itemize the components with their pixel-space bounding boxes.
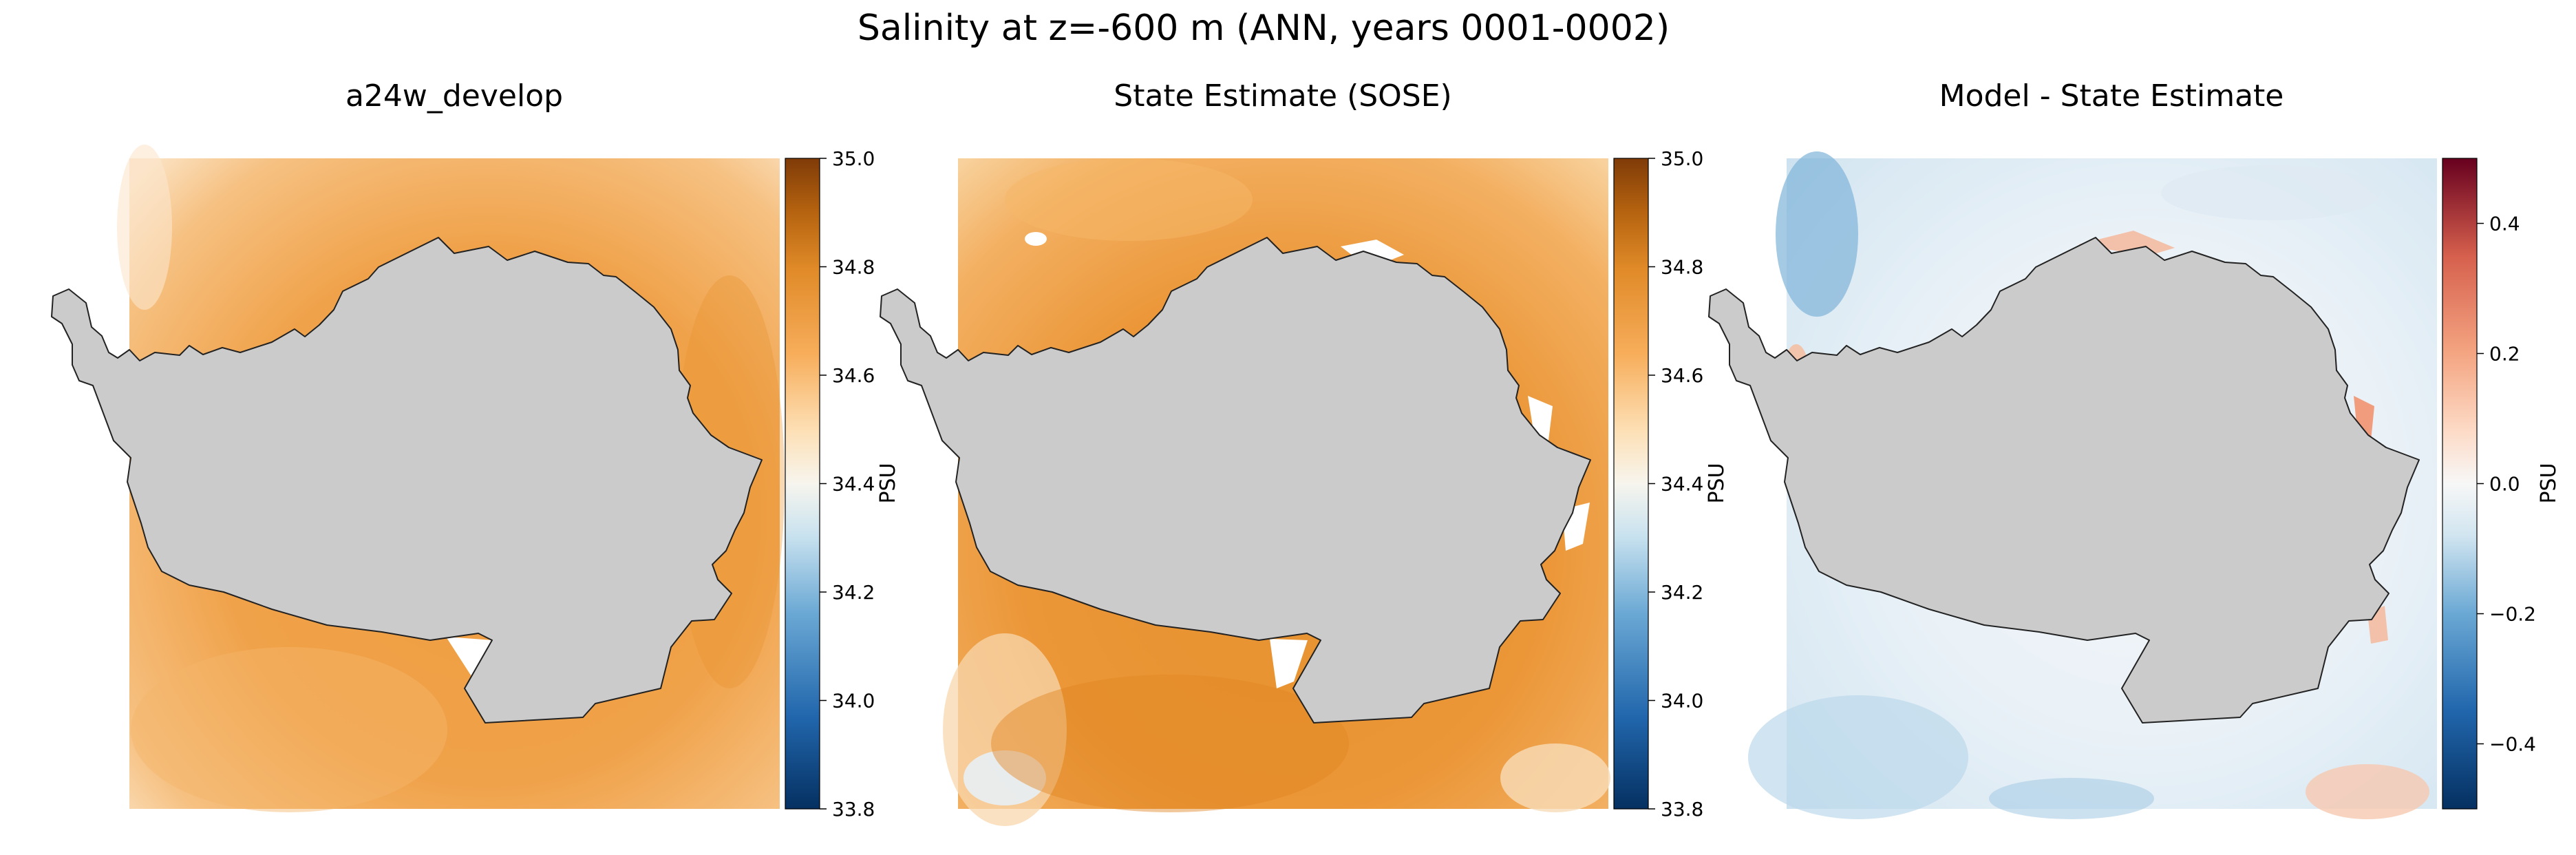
- colorbar-label: PSU: [876, 463, 900, 503]
- panel-title: a24w_develop: [345, 78, 563, 114]
- figure-title: Salinity at z=-600 m (ANN, years 0001-00…: [858, 8, 1670, 49]
- colorbar: −0.4 −0.2 0.0 0.2 0.4 PSU: [2442, 158, 2561, 810]
- colorbar-label: PSU: [1705, 463, 1729, 503]
- field-feature: [1005, 158, 1253, 241]
- panel-state-estimate: State Estimate (SOSE) 33.8 34.0 34.2 34.4 34…: [880, 78, 1729, 826]
- colorbar-tick-label: 35.0: [832, 147, 875, 170]
- colorbar-tick-label: 34.4: [832, 473, 875, 496]
- field-feature: [117, 145, 172, 310]
- antarctica-landmass: [51, 237, 763, 724]
- field-feature: [991, 675, 1349, 812]
- field-feature: [1776, 151, 1858, 317]
- colorbar-ticks: −0.4 −0.2 0.0 0.2 0.4: [2477, 213, 2536, 756]
- colorbar: 33.8 34.0 34.2 34.4 34.6 34.8 35.0 PSU: [785, 147, 900, 821]
- missing-data-patch: [1025, 232, 1047, 246]
- colorbar-tick-label: 34.6: [1661, 364, 1703, 387]
- missing-data-patch: [1270, 639, 1308, 688]
- colorbar-label: PSU: [2537, 463, 2561, 503]
- colorbar-gradient: [2442, 158, 2478, 810]
- colorbar-tick-label: 34.4: [1661, 473, 1703, 496]
- colorbar-tick-label: 34.0: [1661, 690, 1703, 712]
- colorbar-tick-label: 34.2: [832, 581, 875, 604]
- field-feature: [131, 647, 447, 812]
- colorbar-tick-label: 34.8: [1661, 256, 1703, 279]
- panel-difference: Model - State Estimate −0.4 −0.2 0.0 0.2 0.4…: [1708, 78, 2561, 819]
- colorbar-tick-label: 33.8: [832, 798, 875, 821]
- antarctica-landmass: [1708, 237, 2420, 724]
- field-feature: [2161, 165, 2381, 220]
- colorbar-tick-label: 34.2: [1661, 581, 1703, 604]
- colorbar-tick-label: 34.6: [832, 364, 875, 387]
- colorbar-tick-label: 33.8: [1661, 798, 1703, 821]
- colorbar-ticks: 33.8 34.0 34.2 34.4 34.6 34.8 35.0: [1648, 147, 1703, 821]
- colorbar-ticks: 33.8 34.0 34.2 34.4 34.6 34.8 35.0: [820, 147, 875, 821]
- colorbar-gradient: [1613, 158, 1649, 810]
- missing-data-patch: [446, 637, 493, 682]
- panel-title: State Estimate (SOSE): [1114, 78, 1451, 114]
- field-feature: [1748, 695, 1968, 819]
- field-feature: [2306, 764, 2429, 819]
- colorbar: 33.8 34.0 34.2 34.4 34.6 34.8 35.0 PSU: [1613, 147, 1729, 821]
- colorbar-tick-label: −0.2: [2489, 603, 2536, 626]
- colorbar-tick-label: 34.0: [832, 690, 875, 712]
- field-feature: [1989, 778, 2154, 819]
- colorbar-tick-label: 0.0: [2489, 473, 2520, 496]
- colorbar-tick-label: 0.4: [2489, 213, 2520, 235]
- panel-title: Model - State Estimate: [1939, 78, 2284, 114]
- colorbar-tick-label: 34.8: [832, 256, 875, 279]
- colorbar-tick-label: 35.0: [1661, 147, 1703, 170]
- field-feature: [1500, 743, 1610, 812]
- field-feature: [964, 750, 1046, 805]
- antarctica-landmass: [880, 237, 1591, 724]
- panel-model: a24w_develop 33.8 34.0 34.2 34.4 34.6 34.8 35.…: [51, 78, 900, 821]
- colorbar-tick-label: 0.2: [2489, 343, 2520, 366]
- colorbar-tick-label: −0.4: [2489, 733, 2536, 756]
- colorbar-gradient: [785, 158, 820, 810]
